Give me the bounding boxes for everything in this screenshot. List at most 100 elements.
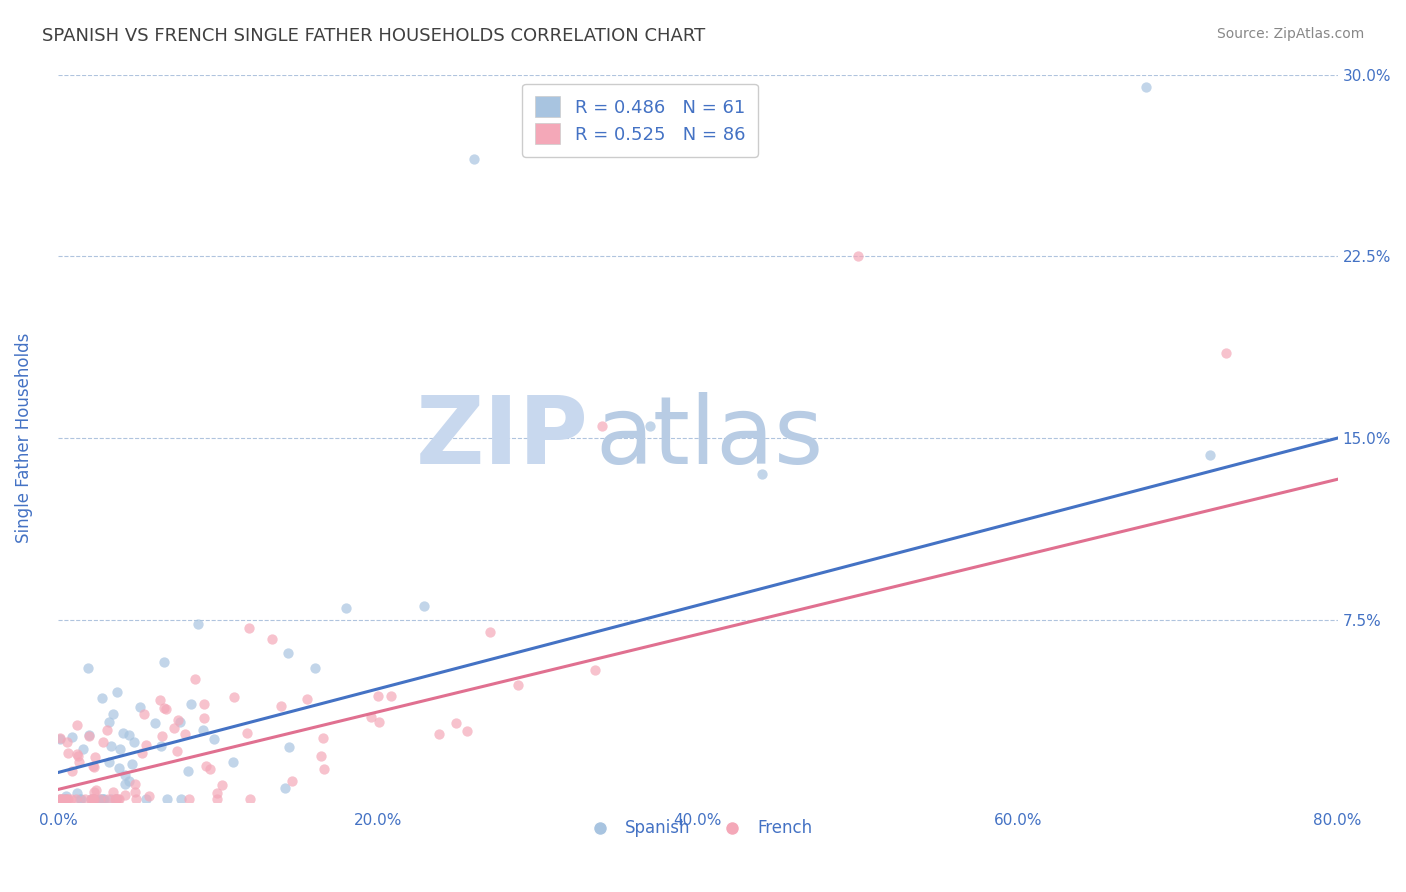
Point [118, 728, 141, 742]
Point [143, 715, 166, 730]
Point [91, 791, 114, 805]
Point [456, 724, 478, 739]
Point [69, 792, 91, 806]
Point [193, 711, 215, 725]
Point [149, 693, 172, 707]
Point [66, 747, 89, 761]
Point [180, 697, 202, 711]
Point [304, 661, 326, 675]
Point [751, 467, 773, 482]
Point [108, 792, 131, 806]
Point [55, 789, 77, 804]
Point [83, 792, 105, 806]
Point [104, 792, 127, 806]
Point [90, 691, 112, 706]
Point [53, 792, 76, 806]
Point [153, 655, 176, 669]
Point [77, 661, 100, 675]
Point [53, 792, 76, 806]
Point [170, 792, 193, 806]
Point [124, 784, 146, 798]
Point [221, 755, 243, 769]
Point [55, 792, 77, 806]
Point [124, 735, 146, 749]
Point [1198, 448, 1220, 462]
Point [121, 756, 143, 771]
Point [193, 698, 215, 712]
Point [110, 741, 132, 756]
Point [156, 792, 179, 806]
Point [138, 789, 160, 803]
Point [107, 792, 129, 806]
Text: atlas: atlas [596, 392, 824, 484]
Point [82, 792, 104, 806]
Point [193, 723, 215, 738]
Point [104, 792, 127, 806]
Point [463, 153, 485, 167]
Point [638, 418, 661, 433]
Point [131, 746, 153, 760]
Point [312, 763, 335, 777]
Point [583, 663, 606, 677]
Point [66, 718, 89, 732]
Point [277, 740, 299, 755]
Point [93, 735, 115, 749]
Point [236, 726, 259, 740]
Point [104, 792, 127, 806]
Point [427, 727, 450, 741]
Point [114, 788, 136, 802]
Point [155, 701, 177, 715]
Text: ZIP: ZIP [416, 392, 589, 484]
Point [51, 792, 73, 806]
Point [101, 785, 124, 799]
Point [89, 792, 111, 806]
Point [83, 785, 105, 799]
Point [70, 792, 93, 806]
Point [846, 249, 869, 263]
Point [153, 701, 176, 715]
Point [114, 768, 136, 782]
Point [118, 774, 141, 789]
Point [413, 599, 436, 613]
Point [65, 792, 87, 806]
Point [311, 748, 333, 763]
Point [77, 728, 100, 742]
Point [83, 792, 105, 806]
Point [48, 792, 70, 806]
Point [83, 760, 105, 774]
Point [128, 700, 150, 714]
Point [134, 707, 156, 722]
Point [48, 731, 70, 746]
Point [1135, 79, 1157, 94]
Y-axis label: Single Father Households: Single Father Households [15, 333, 32, 543]
Point [176, 764, 198, 778]
Point [66, 748, 89, 763]
Point [150, 730, 173, 744]
Point [105, 792, 128, 806]
Point [295, 692, 318, 706]
Point [238, 621, 260, 635]
Point [380, 689, 402, 703]
Point [277, 646, 299, 660]
Point [163, 721, 186, 735]
Point [66, 786, 89, 800]
Point [270, 698, 292, 713]
Point [1215, 346, 1237, 360]
Point [51, 792, 73, 806]
Point [49, 731, 72, 746]
Point [75, 792, 97, 806]
Point [82, 759, 104, 773]
Point [56, 792, 79, 806]
Point [174, 727, 197, 741]
Point [55, 734, 77, 748]
Point [60, 792, 83, 806]
Point [111, 725, 134, 739]
Point [149, 739, 172, 754]
Point [100, 739, 122, 754]
Legend: Spanish, French: Spanish, French [576, 813, 818, 844]
Point [207, 792, 229, 806]
Point [105, 685, 128, 699]
Point [84, 783, 107, 797]
Point [84, 749, 107, 764]
Point [124, 777, 146, 791]
